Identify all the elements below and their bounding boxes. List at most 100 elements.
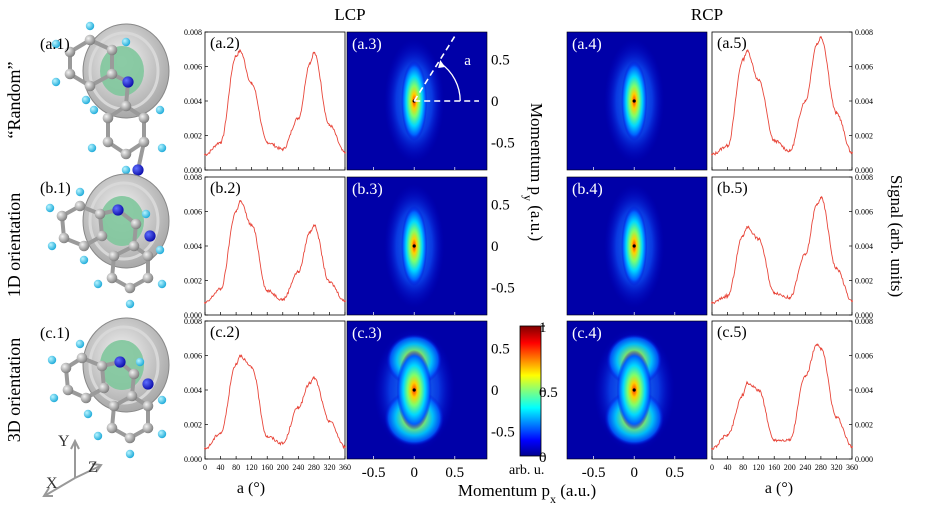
carbon-atom bbox=[128, 368, 140, 380]
hydrogen-atom bbox=[125, 449, 135, 459]
signal-point bbox=[816, 43, 818, 45]
signal-point bbox=[309, 382, 311, 384]
carbon-atom bbox=[62, 384, 74, 396]
map-center-dot bbox=[632, 388, 636, 392]
y-tick-label: 0.004 bbox=[855, 97, 873, 106]
map-content bbox=[384, 184, 445, 308]
lab-frame-axes bbox=[42, 438, 103, 497]
x-tick-label: 200 bbox=[277, 463, 289, 472]
nitrogen-atom bbox=[144, 230, 156, 242]
y-tick-label: 0.000 bbox=[855, 166, 873, 175]
detector-ring bbox=[88, 325, 160, 405]
angle-symbol: a bbox=[464, 53, 471, 69]
x-tick-label: 80 bbox=[232, 463, 240, 472]
signal-point bbox=[312, 377, 315, 379]
signal-point bbox=[297, 406, 300, 409]
y-tick-label: 0.002 bbox=[855, 277, 873, 286]
signal-line bbox=[711, 36, 853, 156]
hydrogen-atom bbox=[51, 77, 61, 87]
signal-point bbox=[788, 150, 791, 152]
y-tick-label: 0.004 bbox=[184, 242, 202, 251]
carbon-atom bbox=[138, 136, 150, 148]
map-x-tick-label: -0.5 bbox=[362, 465, 386, 481]
carbon-atom bbox=[58, 232, 70, 244]
carbon-atom bbox=[142, 422, 154, 434]
chart-frame bbox=[711, 31, 853, 171]
panel-label-lcp-curve: (c.2) bbox=[210, 324, 240, 341]
map-y-tick-label: 0 bbox=[491, 94, 499, 110]
x-tick-label: 160 bbox=[768, 463, 780, 472]
panel-label-rcp-curve: (a.5) bbox=[717, 35, 747, 52]
signal-point bbox=[312, 51, 315, 54]
y-tick-label: 0.008 bbox=[855, 317, 873, 326]
y-tick-label: 0.008 bbox=[855, 28, 873, 37]
signal-point bbox=[239, 200, 241, 203]
molecule-illustration-random bbox=[51, 21, 170, 176]
signal-line bbox=[204, 48, 346, 157]
signal-point bbox=[344, 151, 346, 154]
hydrogen-atom bbox=[89, 105, 99, 115]
x-tick-label: 200 bbox=[784, 463, 796, 472]
chart-frame bbox=[204, 31, 346, 171]
signal-point bbox=[219, 432, 222, 435]
map-content bbox=[604, 39, 665, 163]
signal-point bbox=[773, 139, 776, 142]
signal-point bbox=[773, 291, 776, 294]
carbon-atom bbox=[102, 136, 114, 148]
signal-point bbox=[726, 433, 729, 436]
map-content bbox=[593, 328, 675, 452]
signal-point bbox=[204, 447, 206, 450]
map-frame bbox=[346, 176, 488, 316]
signal-point bbox=[804, 253, 807, 256]
signal-point bbox=[819, 347, 822, 350]
signal-point bbox=[742, 58, 745, 61]
detector-center bbox=[100, 46, 144, 96]
signal-point bbox=[851, 151, 853, 154]
carbon-atom bbox=[130, 218, 142, 230]
signal-point bbox=[328, 124, 331, 127]
signal-point bbox=[312, 224, 315, 227]
signal-point bbox=[746, 382, 748, 384]
map-y-tick-label: 0.5 bbox=[491, 342, 510, 358]
signal-point bbox=[266, 289, 269, 292]
signal-point bbox=[816, 203, 818, 206]
signal-chart-lcp-1: 0.008 0.006 0.004 0.002 0.000 bbox=[184, 173, 346, 320]
panel-label-map: (a.4) bbox=[572, 36, 602, 53]
y-tick-label: 0.002 bbox=[855, 132, 873, 141]
x-tick-label: 280 bbox=[815, 463, 827, 472]
panel-label-map: (b.4) bbox=[572, 181, 603, 198]
y-tick-label: 0.000 bbox=[184, 311, 202, 320]
map-frame bbox=[566, 176, 708, 316]
panel-label-lcp-curve: (b.2) bbox=[210, 180, 241, 197]
signal-point bbox=[328, 281, 331, 284]
hydrogen-atom bbox=[49, 393, 59, 403]
carbon-atom bbox=[102, 112, 114, 124]
carbon-atom bbox=[74, 200, 86, 212]
carbon-atom bbox=[124, 282, 136, 294]
hydrogen-atom bbox=[93, 279, 103, 289]
x-tick-label: 120 bbox=[753, 463, 765, 472]
y-tick-label: 0.006 bbox=[855, 352, 873, 361]
carbon-atom bbox=[98, 382, 110, 394]
momentum-px-label-unit: (a.u.) bbox=[556, 481, 596, 500]
signal-point bbox=[250, 366, 253, 369]
hydrogen-atom bbox=[155, 105, 165, 115]
carbon-atom bbox=[94, 208, 106, 220]
signal-point bbox=[788, 296, 791, 299]
signal-point bbox=[281, 298, 284, 301]
carbon-atom bbox=[106, 68, 118, 80]
hydrogen-atom bbox=[121, 165, 131, 175]
map-x-tick-label: 0 bbox=[410, 465, 418, 481]
signal-point bbox=[711, 447, 713, 450]
carbon-atom bbox=[96, 230, 108, 242]
signal-point bbox=[204, 153, 206, 156]
column-title-lcp: LCP bbox=[334, 5, 365, 24]
signal-axis-label: Signal (arb. units) bbox=[887, 175, 906, 297]
nitrogen-atom bbox=[114, 356, 126, 368]
momentum-map-rcp-1: (b.4) bbox=[566, 176, 708, 316]
signal-point bbox=[309, 62, 311, 64]
detector-ring bbox=[88, 181, 160, 261]
signal-point bbox=[235, 210, 238, 213]
y-tick-label: 0.008 bbox=[184, 173, 202, 182]
